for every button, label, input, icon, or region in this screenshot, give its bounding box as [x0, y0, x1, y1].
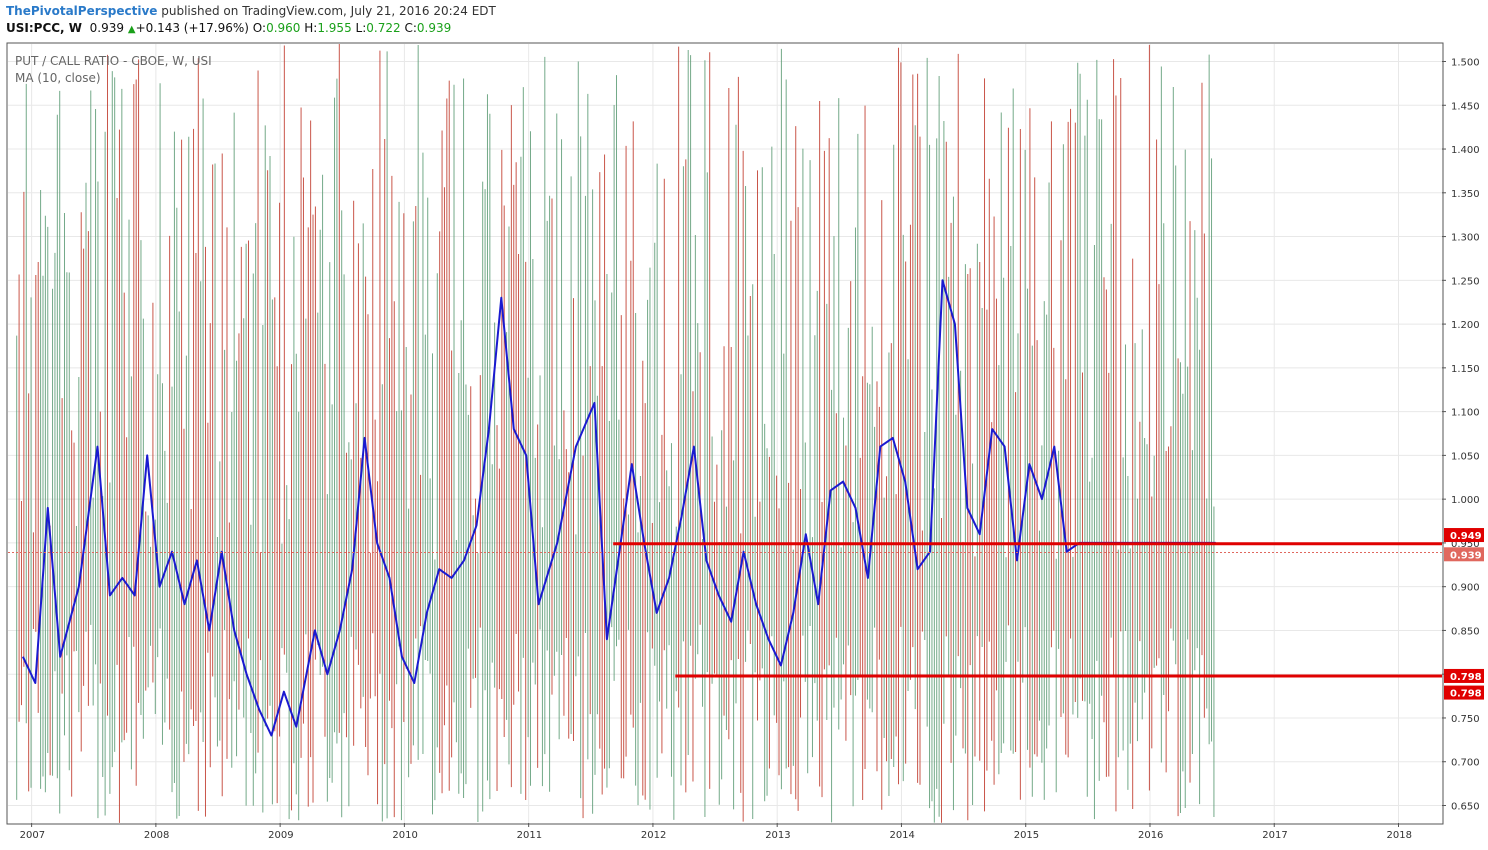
legend-title[interactable]: PUT / CALL RATIO - CBOE, W, USI	[15, 54, 212, 68]
y-tick-label: 0.850	[1451, 626, 1480, 637]
legend-ma[interactable]: MA (10, close)	[15, 71, 101, 85]
y-tick-label: 0.700	[1451, 758, 1480, 769]
y-tick-label: 1.400	[1451, 145, 1480, 156]
x-tick-label: 2011	[517, 830, 542, 841]
last-price-tag-bg	[1444, 547, 1484, 562]
y-tick-label: 1.000	[1451, 495, 1480, 506]
quote-line: USI:PCC, W 0.939 ▲+0.143 (+17.96%) O:0.9…	[6, 21, 451, 35]
low-value: 0.722	[366, 21, 401, 35]
y-tick-label: 1.050	[1451, 451, 1480, 462]
last-price-tag: 0.939	[1450, 550, 1482, 561]
level-tag-upper: 0.949	[1450, 531, 1482, 542]
plot-border	[6, 42, 1444, 825]
symbol-label[interactable]: USI:PCC, W	[6, 21, 83, 35]
x-tick-label: 2010	[392, 830, 417, 841]
y-tick-label: 1.250	[1451, 276, 1480, 287]
y-tick-label: 1.350	[1451, 189, 1480, 200]
y-tick-label: 1.100	[1451, 408, 1480, 419]
close-value: 0.939	[416, 21, 452, 35]
open-label: O:	[252, 21, 267, 35]
open-value: 0.960	[266, 21, 301, 35]
x-tick-label: 2016	[1138, 830, 1163, 841]
high-value: 1.955	[317, 21, 352, 35]
time-axis[interactable]: 2007 2008 2009 2010 2011 2012 2013 2014 2015 2016…	[20, 823, 1412, 841]
level-lines	[8, 542, 1442, 678]
y-tick-label: 0.900	[1451, 583, 1480, 594]
last-price-label: 0.939	[89, 21, 125, 35]
chart-grid	[8, 44, 1442, 823]
x-tick-label: 2007	[20, 830, 45, 841]
price-tags: 0.949 0.939 0.798 0.798	[1444, 528, 1484, 700]
ohlc-bars	[16, 44, 1215, 823]
low-label: L:	[355, 21, 367, 35]
publish-line: ThePivotalPerspective published on Tradi…	[6, 4, 496, 18]
y-tick-label: 1.200	[1451, 320, 1480, 331]
x-tick-label: 2012	[641, 830, 666, 841]
close-label: C:	[404, 21, 417, 35]
up-triangle-icon: ▲	[127, 24, 136, 35]
x-tick-label: 2015	[1014, 830, 1039, 841]
level-tag-lower-2: 0.798	[1450, 689, 1482, 700]
y-tick-label: 1.150	[1451, 364, 1480, 375]
y-tick-label: 1.450	[1451, 101, 1480, 112]
y-tick-label: 0.950	[1451, 539, 1480, 550]
ma-line	[21, 279, 1216, 737]
x-tick-label: 2014	[889, 830, 914, 841]
change-label: +0.143 (+17.96%)	[135, 21, 249, 35]
x-tick-label: 2013	[765, 830, 790, 841]
y-tick-label: 0.750	[1451, 714, 1480, 725]
level-tag-upper-bg	[1444, 528, 1484, 543]
ma-line-group	[21, 279, 1216, 737]
x-tick-label: 2017	[1262, 830, 1287, 841]
level-tag-lower: 0.798	[1450, 672, 1482, 683]
level-tag-lower-2-bg	[1444, 685, 1484, 700]
publish-info: published on TradingView.com, July 21, 2…	[157, 4, 496, 18]
high-label: H:	[304, 21, 318, 35]
y-tick-label: 1.300	[1451, 233, 1480, 244]
chart-header: ThePivotalPerspective published on Tradi…	[0, 0, 1488, 42]
y-tick-label: 0.650	[1451, 801, 1480, 812]
level-tag-lower-bg	[1444, 668, 1484, 683]
x-tick-label: 2008	[144, 830, 169, 841]
price-axis[interactable]: 0.6500.7000.7500.8000.8500.9000.9501.000…	[1442, 58, 1480, 813]
x-tick-label: 2009	[268, 830, 293, 841]
x-tick-label: 2018	[1387, 830, 1412, 841]
author-link[interactable]: ThePivotalPerspective	[6, 4, 158, 18]
y-tick-label: 1.500	[1451, 58, 1480, 69]
